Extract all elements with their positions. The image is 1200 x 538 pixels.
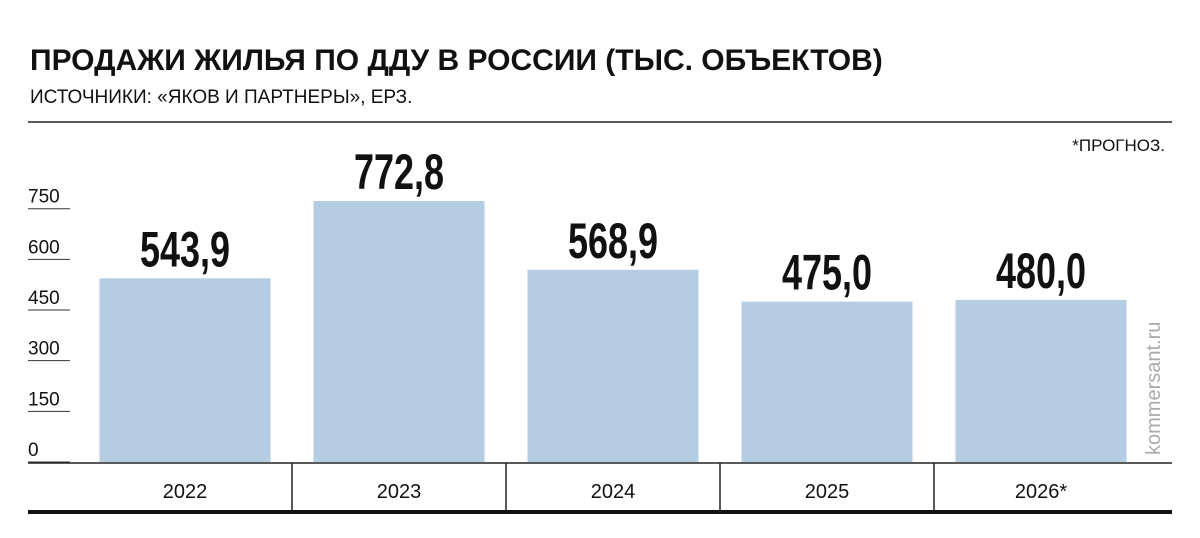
y-tick-label: 750: [28, 187, 60, 208]
x-tick-label: 2026*: [1015, 481, 1067, 503]
x-tick-label: 2024: [591, 481, 636, 503]
y-tick-label: 150: [28, 389, 60, 410]
value-label: 568,9: [568, 214, 658, 269]
chart-title: ПРОДАЖИ ЖИЛЬЯ ПО ДДУ В РОССИИ (ТЫС. ОБЪЕ…: [30, 44, 883, 77]
y-tick-label: 0: [28, 440, 39, 461]
note: *ПРОГНОЗ.: [1072, 136, 1165, 155]
y-tick-label: 600: [28, 237, 60, 258]
value-label: 475,0: [782, 246, 872, 301]
bar: [99, 278, 271, 462]
y-tick-label: 300: [28, 339, 60, 360]
bar: [955, 299, 1127, 462]
value-label: 543,9: [140, 223, 230, 278]
value-label-group: 543,9: [140, 223, 230, 278]
chart-subtitle: ИСТОЧНИКИ: «ЯКОВ И ПАРТНЕРЫ», ЕРЗ.: [30, 87, 412, 108]
bar: [741, 301, 913, 462]
x-tick-label: 2023: [377, 481, 422, 503]
value-label-group: 480,0: [996, 244, 1086, 299]
value-label-group: 475,0: [782, 246, 872, 301]
y-tick-label: 450: [28, 288, 60, 309]
value-label-group: 772,8: [354, 145, 444, 200]
bar: [527, 269, 699, 462]
watermark: kommersant.ru: [1143, 322, 1165, 455]
value-label: 480,0: [996, 244, 1086, 299]
value-label: 772,8: [354, 145, 444, 200]
value-label-group: 568,9: [568, 214, 658, 269]
x-tick-label: 2022: [163, 481, 208, 503]
bar: [313, 201, 485, 462]
x-tick-label: 2025: [805, 481, 850, 503]
